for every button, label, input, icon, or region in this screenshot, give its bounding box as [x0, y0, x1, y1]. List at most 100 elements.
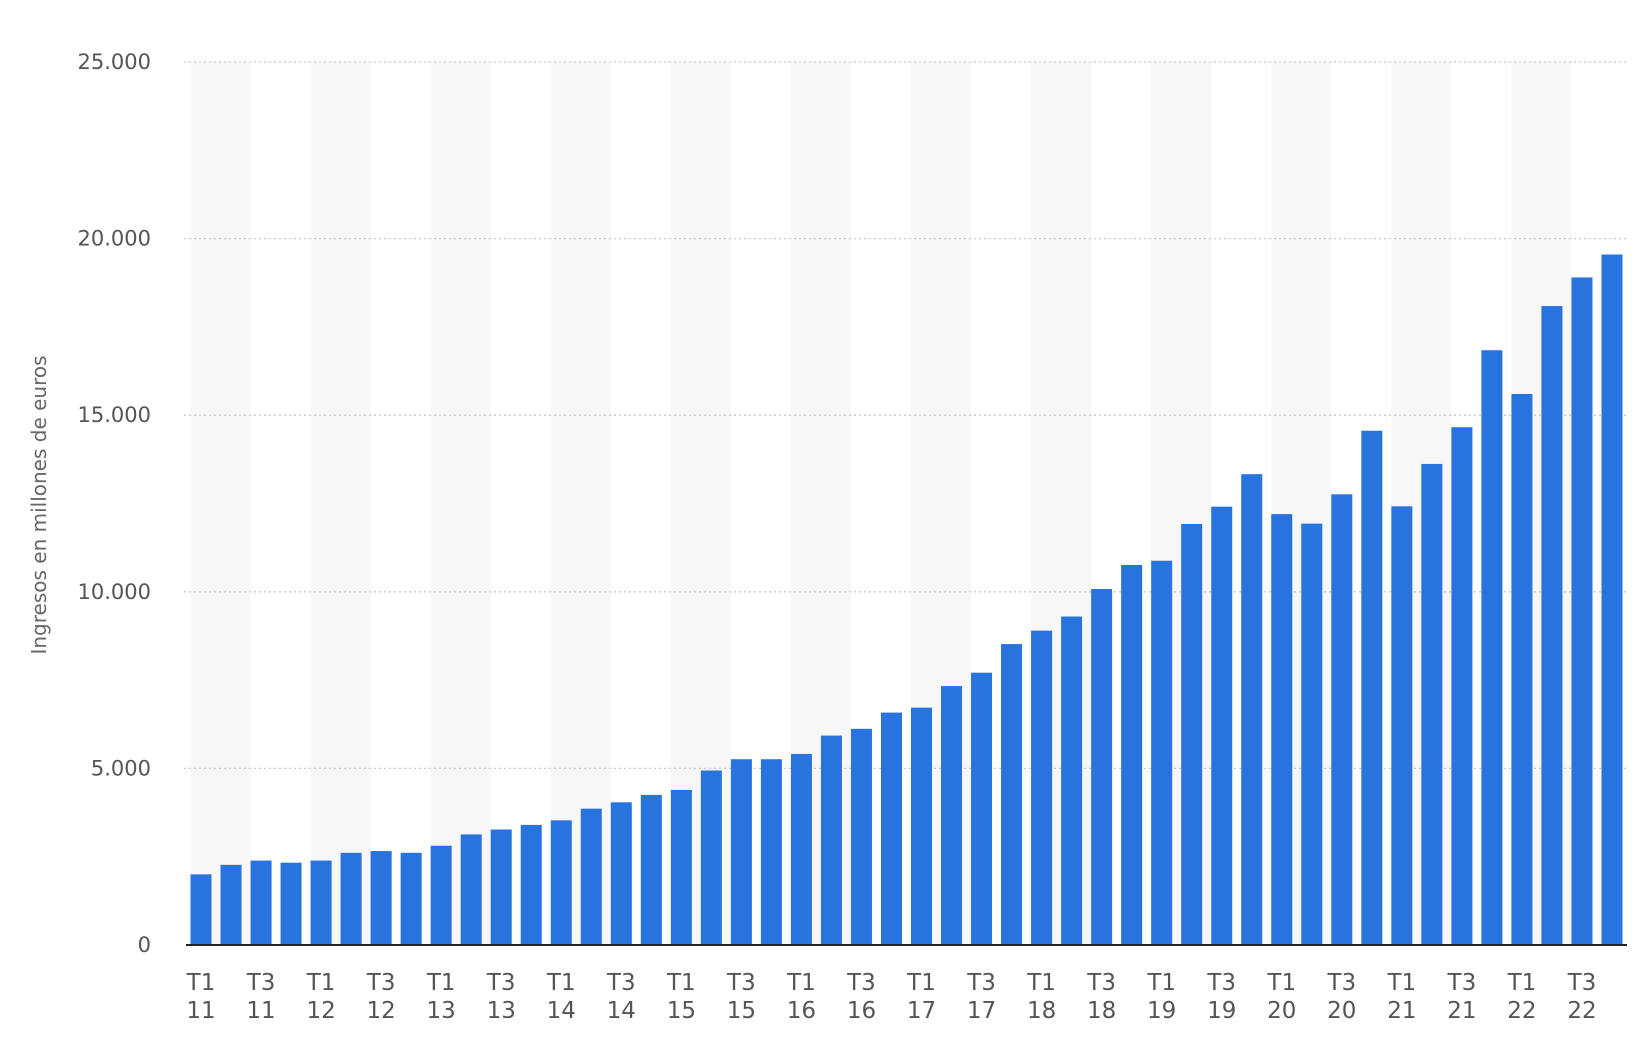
x-tick-label: T3 [486, 970, 516, 996]
bar [1301, 523, 1323, 945]
x-tick-label: 13 [487, 998, 516, 1024]
x-tick-label: T3 [726, 970, 756, 996]
x-tick-label: T1 [666, 970, 696, 996]
x-tick-label: 14 [547, 998, 576, 1024]
bar [760, 759, 782, 945]
x-tick-label: 12 [366, 998, 395, 1024]
x-tick-label: T3 [366, 970, 396, 996]
y-tick-label: 25.000 [78, 50, 151, 74]
bar [1181, 523, 1203, 945]
y-tick-label: 15.000 [78, 403, 151, 427]
bar [1571, 277, 1593, 945]
background-band [430, 62, 491, 945]
bar [1061, 616, 1083, 945]
x-tick-label: 15 [727, 998, 756, 1024]
y-tick-label: 5.000 [91, 756, 151, 780]
background-band [190, 62, 251, 945]
x-tick-label: 17 [907, 998, 936, 1024]
bar [250, 860, 272, 945]
bar [1541, 306, 1563, 946]
x-tick-label: T1 [1146, 970, 1176, 996]
y-tick-label: 20.000 [78, 227, 151, 251]
bar [1391, 506, 1413, 945]
x-tick-label: T1 [786, 970, 816, 996]
x-tick-label: T3 [966, 970, 996, 996]
background-band [550, 62, 611, 945]
bar [1511, 394, 1533, 945]
bar [1121, 564, 1143, 945]
bar [400, 852, 422, 945]
x-tick-label: 20 [1327, 998, 1356, 1024]
x-tick-label: 11 [246, 998, 275, 1024]
gridlines [184, 61, 1629, 770]
x-tick-label: 21 [1447, 998, 1476, 1024]
bar [1001, 644, 1023, 945]
bar [280, 862, 302, 945]
bar [820, 735, 842, 945]
x-tick-label: T1 [426, 970, 456, 996]
x-tick-labels: T111T311T112T312T113T313T114T314T115T315… [186, 970, 1597, 1024]
x-tick-label: 15 [667, 998, 696, 1024]
x-tick-label: T1 [1266, 970, 1296, 996]
x-tick-label: 14 [607, 998, 636, 1024]
x-tick-label: T3 [846, 970, 876, 996]
x-tick-label: 20 [1267, 998, 1296, 1024]
bar [460, 834, 482, 945]
x-tick-label: 18 [1087, 998, 1116, 1024]
x-tick-label: T3 [606, 970, 636, 996]
y-tick-label: 0 [138, 933, 151, 957]
x-tick-label: 22 [1507, 998, 1536, 1024]
x-tick-label: 16 [787, 998, 816, 1024]
bar [880, 712, 902, 945]
background-band [310, 62, 371, 945]
bar [1331, 494, 1353, 945]
bar [911, 707, 933, 945]
bar [790, 753, 812, 945]
x-tick-label: 11 [186, 998, 215, 1024]
bar [640, 794, 662, 945]
bar [310, 860, 332, 945]
x-tick-label: 18 [1027, 998, 1056, 1024]
bar [580, 808, 602, 945]
x-tick-label: T1 [186, 970, 216, 996]
x-tick-label: 12 [306, 998, 335, 1024]
bar [1601, 254, 1623, 945]
bar [520, 824, 542, 945]
bar [430, 845, 452, 945]
bar [190, 874, 212, 945]
bar [1421, 463, 1443, 945]
x-tick-label: T1 [306, 970, 336, 996]
bar [1451, 427, 1473, 945]
x-tick-label: T3 [1326, 970, 1356, 996]
x-tick-label: T1 [546, 970, 576, 996]
x-tick-label: T1 [1387, 970, 1417, 996]
bar [670, 789, 692, 945]
x-tick-label: T3 [1086, 970, 1116, 996]
y-axis-label: Ingresos en millones de euros [27, 355, 51, 654]
bar [730, 759, 752, 945]
x-tick-label: T3 [1567, 970, 1597, 996]
x-tick-label: T1 [906, 970, 936, 996]
x-tick-label: T3 [246, 970, 276, 996]
bar [1241, 474, 1263, 945]
x-tick-label: 19 [1207, 998, 1236, 1024]
bar [1151, 560, 1173, 945]
bar [941, 686, 963, 945]
x-tick-label: 16 [847, 998, 876, 1024]
bar [1481, 350, 1503, 946]
bar [550, 820, 572, 945]
bar [850, 728, 872, 945]
y-tick-label: 10.000 [78, 580, 151, 604]
bar [1091, 588, 1113, 945]
x-tick-label: 22 [1567, 998, 1596, 1024]
bar [1031, 630, 1053, 945]
bar [490, 829, 512, 945]
x-tick-label: 21 [1387, 998, 1416, 1024]
bar [1211, 506, 1233, 945]
bar [700, 770, 722, 945]
x-tick-label: 13 [427, 998, 456, 1024]
bar [370, 851, 392, 945]
bar [340, 852, 362, 945]
x-tick-label: T1 [1507, 970, 1537, 996]
